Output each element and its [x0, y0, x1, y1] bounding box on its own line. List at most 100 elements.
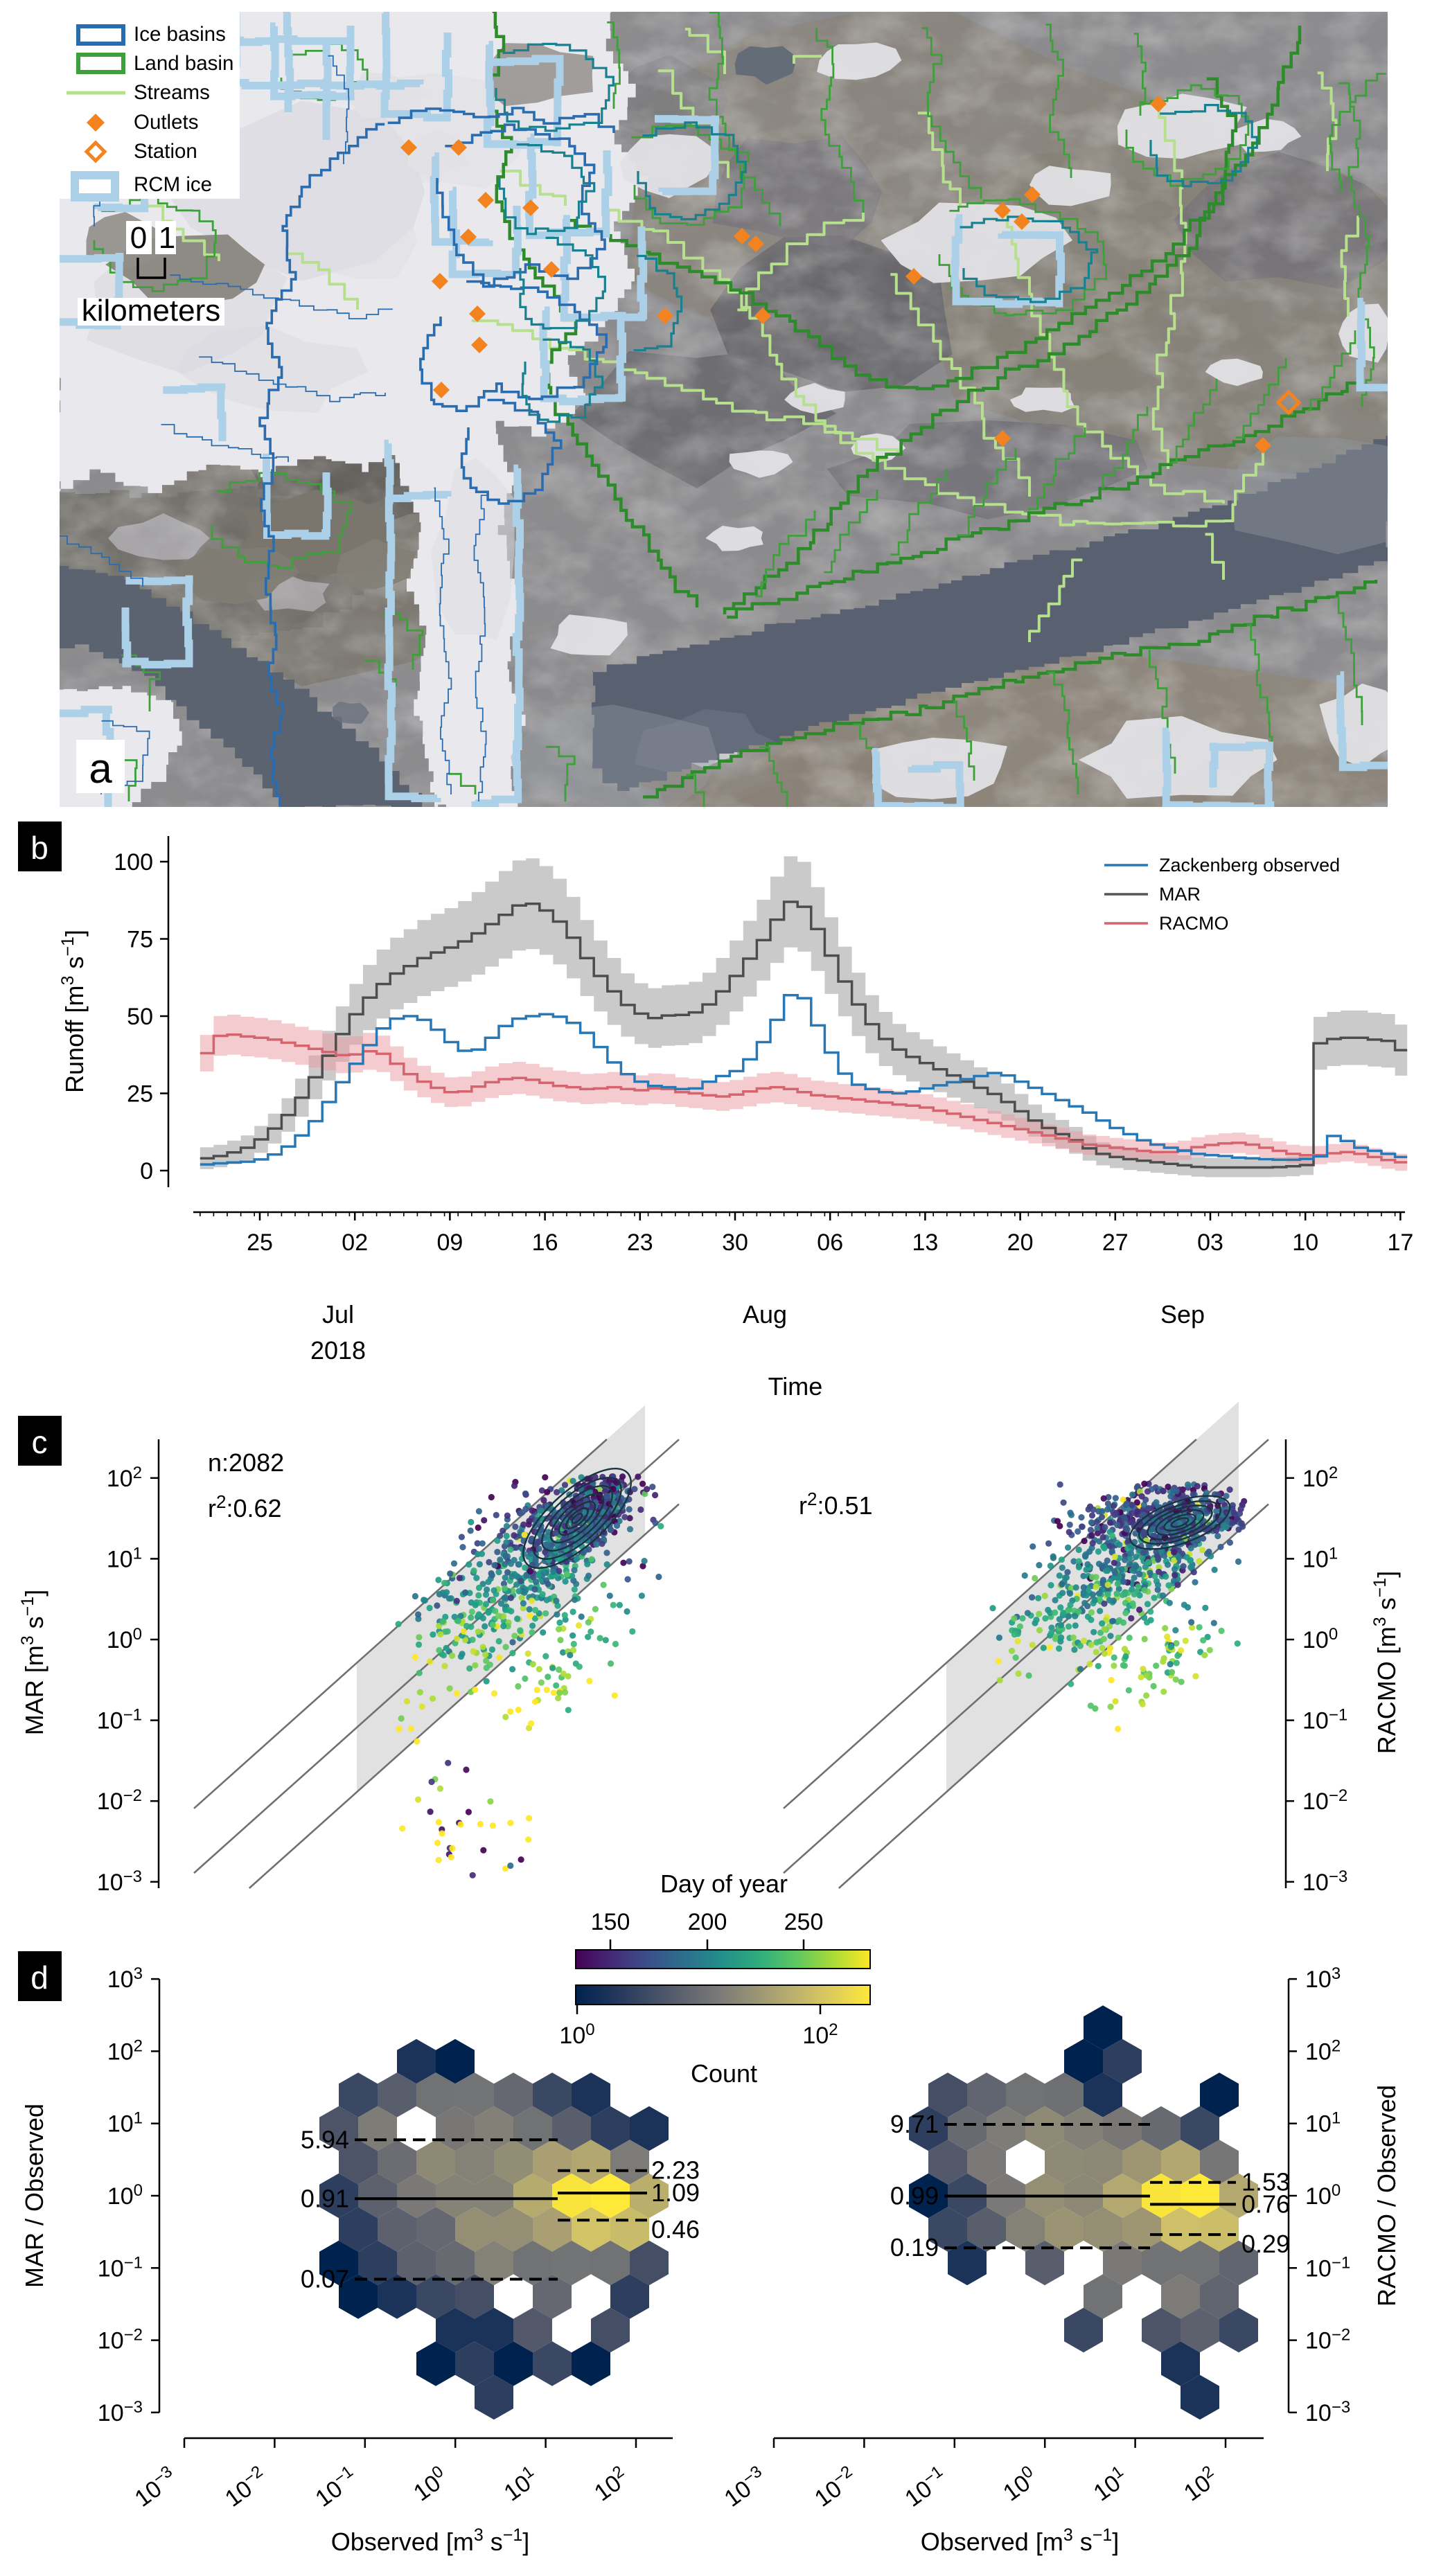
svg-text:10−2: 10−2 [219, 2462, 272, 2512]
svg-text:100: 100 [997, 2462, 1043, 2506]
svg-text:75: 75 [127, 927, 153, 953]
svg-text:03: 03 [1197, 1229, 1223, 1256]
svg-text:1.09: 1.09 [651, 2178, 700, 2207]
svg-text:23: 23 [627, 1229, 653, 1256]
svg-text:10−1: 10−1 [309, 2462, 362, 2512]
svg-text:Zackenberg observed: Zackenberg observed [1159, 855, 1340, 876]
svg-text:MAR: MAR [1159, 884, 1201, 905]
svg-text:a: a [89, 745, 112, 792]
svg-text:10−2: 10−2 [98, 2326, 143, 2354]
svg-text:Jul: Jul [322, 1300, 354, 1329]
svg-text:100: 100 [107, 2181, 143, 2210]
svg-text:Streams: Streams [134, 81, 210, 104]
svg-text:Count: Count [691, 2059, 757, 2088]
svg-text:250: 250 [784, 1909, 824, 1935]
svg-text:RCM ice: RCM ice [134, 173, 212, 196]
svg-text:10−3: 10−3 [1302, 1867, 1347, 1896]
svg-text:10−2: 10−2 [1305, 2326, 1350, 2354]
svg-text:Runoff [m3 s−1]: Runoff [m3 s−1] [58, 930, 89, 1093]
svg-text:102: 102 [107, 2036, 143, 2065]
svg-text:0.07: 0.07 [301, 2265, 349, 2293]
svg-text:5.94: 5.94 [301, 2125, 349, 2153]
svg-text:Land basin: Land basin [134, 52, 233, 75]
svg-text:kilometers: kilometers [82, 294, 221, 328]
svg-text:0.99: 0.99 [890, 2182, 939, 2210]
svg-text:100: 100 [1302, 1625, 1338, 1653]
svg-text:17: 17 [1387, 1229, 1413, 1256]
svg-text:10−3: 10−3 [98, 2398, 143, 2426]
svg-text:RACMO [m3 s−1]: RACMO [m3 s−1] [1370, 1571, 1401, 1754]
svg-text:Day of year: Day of year [660, 1869, 788, 1898]
svg-text:16: 16 [532, 1229, 558, 1256]
svg-text:Ice basins: Ice basins [134, 23, 226, 46]
svg-text:102: 102 [1305, 2036, 1341, 2065]
svg-text:100: 100 [114, 849, 153, 876]
svg-text:Time: Time [768, 1372, 823, 1401]
svg-text:10−2: 10−2 [1302, 1786, 1347, 1815]
svg-text:RACMO / Observed: RACMO / Observed [1372, 2085, 1401, 2307]
svg-text:MAR [m3 s−1]: MAR [m3 s−1] [18, 1590, 48, 1735]
svg-text:20: 20 [1007, 1229, 1034, 1256]
svg-text:200: 200 [688, 1909, 727, 1935]
svg-text:10−1: 10−1 [98, 2253, 143, 2282]
svg-text:r2:0.62: r2:0.62 [208, 1491, 282, 1522]
svg-text:0.29: 0.29 [1241, 2230, 1290, 2258]
svg-text:101: 101 [1305, 2109, 1341, 2138]
svg-text:100: 100 [559, 2020, 594, 2049]
svg-text:100: 100 [1305, 2181, 1341, 2210]
svg-text:0: 0 [130, 221, 147, 255]
svg-text:d: d [30, 1960, 48, 1996]
svg-text:0.46: 0.46 [651, 2215, 700, 2244]
svg-text:r2:0.51: r2:0.51 [799, 1489, 873, 1520]
svg-text:Station: Station [134, 140, 197, 163]
svg-text:27: 27 [1102, 1229, 1129, 1256]
svg-text:102: 102 [1302, 1464, 1338, 1492]
svg-text:103: 103 [107, 1964, 143, 1993]
svg-text:10−2: 10−2 [97, 1786, 142, 1815]
svg-text:102: 102 [588, 2462, 634, 2506]
svg-text:101: 101 [1087, 2462, 1133, 2506]
svg-text:2.23: 2.23 [651, 2156, 700, 2185]
svg-text:150: 150 [591, 1909, 630, 1935]
svg-text:RACMO: RACMO [1159, 913, 1229, 934]
svg-text:c: c [32, 1424, 48, 1460]
svg-text:10−1: 10−1 [1302, 1706, 1347, 1734]
svg-text:0.19: 0.19 [890, 2233, 939, 2262]
svg-text:09: 09 [436, 1229, 463, 1256]
svg-text:101: 101 [497, 2462, 543, 2506]
svg-text:0.91: 0.91 [301, 2184, 349, 2212]
svg-text:103: 103 [1305, 1964, 1341, 1993]
svg-text:50: 50 [127, 1004, 153, 1030]
svg-text:102: 102 [107, 1464, 142, 1492]
svg-text:10−2: 10−2 [808, 2462, 862, 2512]
svg-text:b: b [30, 830, 48, 866]
svg-text:10−3: 10−3 [1305, 2398, 1350, 2426]
svg-text:10−1: 10−1 [97, 1706, 142, 1734]
svg-text:MAR / Observed: MAR / Observed [20, 2104, 48, 2288]
svg-text:2018: 2018 [310, 1336, 366, 1365]
svg-text:Outlets: Outlets [134, 111, 198, 134]
svg-text:Observed [m3 s−1]: Observed [m3 s−1] [921, 2525, 1120, 2556]
svg-text:102: 102 [802, 2020, 838, 2049]
svg-text:102: 102 [1178, 2462, 1223, 2506]
svg-text:10: 10 [1292, 1229, 1318, 1256]
svg-text:13: 13 [912, 1229, 938, 1256]
svg-text:02: 02 [342, 1229, 368, 1256]
svg-text:25: 25 [247, 1229, 273, 1256]
svg-text:10−3: 10−3 [718, 2462, 771, 2512]
svg-text:0.76: 0.76 [1241, 2189, 1290, 2218]
svg-text:100: 100 [407, 2462, 453, 2506]
svg-text:06: 06 [817, 1229, 843, 1256]
svg-text:1.53: 1.53 [1241, 2168, 1290, 2196]
svg-text:0: 0 [140, 1158, 153, 1184]
svg-text:10−1: 10−1 [1305, 2253, 1350, 2282]
svg-text:10−3: 10−3 [97, 1867, 142, 1896]
svg-text:30: 30 [722, 1229, 748, 1256]
svg-text:Sep: Sep [1160, 1300, 1205, 1329]
svg-text:1: 1 [159, 221, 175, 255]
svg-text:25: 25 [127, 1081, 153, 1108]
svg-text:n:2082: n:2082 [208, 1448, 284, 1477]
svg-text:10−3: 10−3 [128, 2462, 182, 2512]
svg-text:101: 101 [1302, 1544, 1338, 1572]
svg-text:100: 100 [107, 1625, 142, 1653]
